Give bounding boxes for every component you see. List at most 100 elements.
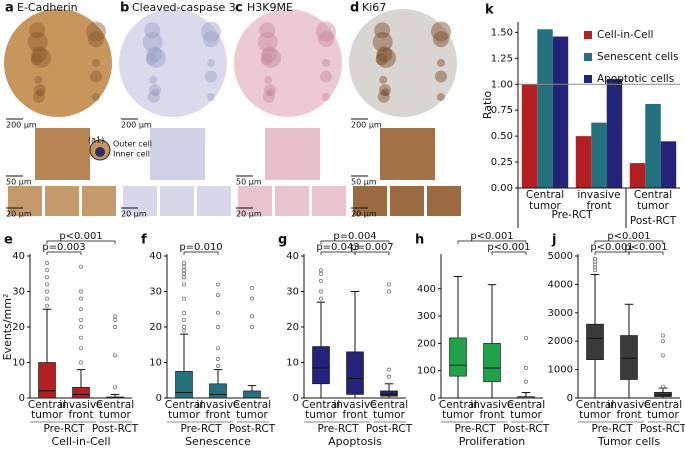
outlier <box>45 261 49 266</box>
stain-spot <box>34 75 43 84</box>
outlier <box>182 325 186 329</box>
stain-spot <box>432 31 449 48</box>
y-tick-label: 0 <box>430 393 436 404</box>
y-tick-label: 300 <box>417 311 436 322</box>
y-tick-label: 400 <box>417 284 436 295</box>
stain-spot <box>262 90 275 103</box>
legend-swatch <box>584 31 592 39</box>
p-value: p<0.001 <box>590 242 633 253</box>
bar <box>552 36 569 189</box>
x-tick-label-box: Central tumor <box>507 400 545 420</box>
outlier <box>593 268 597 273</box>
scale-label: 200 µm <box>6 121 37 130</box>
outlier <box>79 289 83 294</box>
box <box>175 371 193 399</box>
stain-spot <box>317 31 334 48</box>
stain-spot <box>264 75 273 84</box>
x-tick-label-box: invasive front <box>470 400 514 421</box>
x-tick-label: Central tumor <box>643 400 683 421</box>
panel-letter: f <box>141 233 147 248</box>
outlier <box>45 303 49 308</box>
outlier <box>45 282 49 287</box>
outlier <box>216 310 220 315</box>
outlier <box>216 282 220 287</box>
p-value: p=0.043 <box>316 242 359 253</box>
x-tick-label-box: Central tumor <box>439 400 477 420</box>
stain-spot <box>322 59 330 67</box>
y-tick-label: 3000 <box>548 308 573 319</box>
stain-spot <box>144 22 161 39</box>
stain-spot <box>207 59 215 67</box>
x-tick-label: invasive front <box>333 400 377 421</box>
stain-spot <box>377 90 390 103</box>
outlier <box>661 339 665 344</box>
cell-tile <box>427 186 461 216</box>
x-tick-label-box: Central tumor <box>526 190 564 212</box>
stain-spot <box>200 21 221 42</box>
outlier <box>319 268 323 273</box>
y-tick-label: 4000 <box>548 279 573 290</box>
x-tick-label-box: Central tumor <box>301 400 341 421</box>
stain-spot <box>379 75 388 84</box>
legend-label: Senescent cells <box>597 51 679 63</box>
stain-spot <box>375 53 388 66</box>
outlier <box>593 262 597 267</box>
stain-spot <box>319 70 332 83</box>
stain-spot <box>372 31 393 52</box>
outlier <box>661 353 665 358</box>
cell-tile <box>312 186 346 216</box>
x-tick-label: invasive front <box>607 400 651 421</box>
panel-letter: h <box>415 233 424 248</box>
x-tick-label: Central tumor <box>232 400 272 421</box>
scale-label: 20 µm <box>6 210 32 219</box>
group-label: Pre-RCT <box>551 209 593 221</box>
outlier <box>79 307 83 312</box>
outlier <box>216 357 220 361</box>
y-tick-label: 30 <box>12 287 25 298</box>
legend-label: Cell-in-Cell <box>597 29 653 41</box>
box <box>483 343 501 382</box>
x-tick-label: Central tumor <box>575 400 615 421</box>
box <box>449 337 467 377</box>
group-label: Post-RCT <box>630 215 677 227</box>
p-value: p<0.001 <box>470 231 513 242</box>
outlier <box>79 264 83 269</box>
outlier <box>216 364 220 368</box>
stain-spot <box>204 70 217 83</box>
y-tick-label: 40 <box>12 251 25 262</box>
y-tick-label: 20 <box>149 322 162 333</box>
y-tick-label: 0 <box>293 393 299 404</box>
outlier <box>250 286 254 290</box>
outlier <box>182 296 186 301</box>
significance-bracket <box>491 251 527 255</box>
outlier <box>79 360 83 365</box>
x-tick-label-box: Central tumor <box>28 400 66 420</box>
significance-bracket <box>46 251 82 255</box>
scale-label: 20 µm <box>351 210 377 219</box>
x-axis-label: Senescence <box>185 435 251 448</box>
x-tick-label-box: invasive front <box>196 400 239 420</box>
group-label: Pre-RCT <box>180 423 222 435</box>
stain-spot <box>29 22 46 39</box>
outlier <box>387 282 391 287</box>
panel-letter: e <box>4 233 13 248</box>
panel-letter: a <box>5 1 14 16</box>
stain-spot <box>89 70 102 83</box>
x-tick-label: invasive front <box>59 400 103 421</box>
x-tick-label-box: invasive front <box>59 400 103 421</box>
x-axis-label: Tumor cells <box>597 435 660 448</box>
y-tick-label: 1000 <box>548 365 573 376</box>
outlier <box>250 314 254 319</box>
group-label: Pre-RCT <box>317 423 359 435</box>
stain-spot <box>376 47 397 68</box>
outlier <box>387 367 391 372</box>
x-tick-label: invasive front <box>470 400 514 421</box>
box <box>586 323 604 360</box>
stain-spot <box>32 90 45 103</box>
y-tick-label: 1.00 <box>491 79 513 90</box>
stain-spot <box>33 84 46 97</box>
x-axis-label: Apoptosis <box>328 435 382 448</box>
outlier <box>319 271 323 276</box>
x-tick-label: Central tumor <box>301 400 341 421</box>
